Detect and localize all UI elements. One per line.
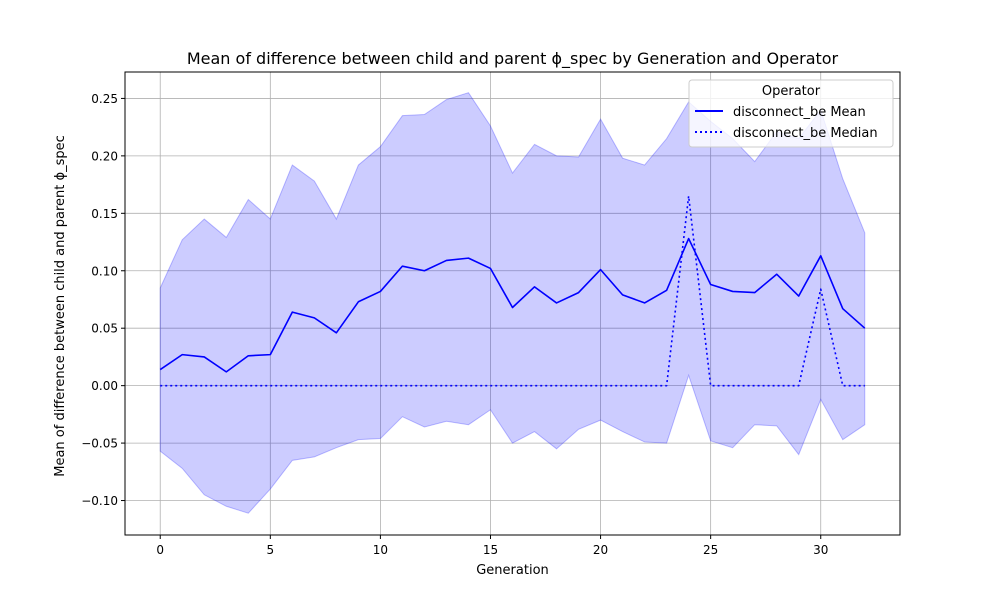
y-tick-label: −0.10 <box>81 494 118 508</box>
plot-background <box>125 72 900 535</box>
legend-box <box>688 79 894 148</box>
x-tick-label: 30 <box>813 543 828 557</box>
x-tick-label: 20 <box>593 543 608 557</box>
mean-series-line <box>159 237 866 373</box>
y-tick-label: 0.10 <box>91 264 118 278</box>
x-tick-label: 15 <box>483 543 498 557</box>
series-layer <box>159 195 866 387</box>
plot-area <box>125 72 900 535</box>
legend-label-median: disconnect_be Median <box>733 126 878 141</box>
x-tick-label: 0 <box>156 543 164 557</box>
grid <box>125 72 900 535</box>
axes <box>124 71 901 536</box>
y-tick-label: 0.00 <box>91 379 118 393</box>
ticks: 0 5 10 15 20 25 30 −0.10 −0.05 0.00 0.05 0.10 0.15 0.… <box>81 92 828 557</box>
x-tick-label: 25 <box>703 543 718 557</box>
y-tick-label: −0.05 <box>81 437 118 451</box>
y-tick-label: 0.05 <box>91 322 118 336</box>
x-axis-label: Generation <box>476 563 549 578</box>
axes-frame <box>124 71 901 536</box>
legend-title: Operator <box>762 84 821 99</box>
y-tick-label: 0.20 <box>91 149 118 163</box>
x-tick-label: 10 <box>373 543 388 557</box>
y-tick-label: 0.25 <box>91 92 118 106</box>
y-tick-label: 0.15 <box>91 207 118 221</box>
chart-title: Mean of difference between child and par… <box>187 49 839 69</box>
y-axis-label: Mean of difference between child and par… <box>53 135 68 477</box>
x-tick-label: 5 <box>266 543 274 557</box>
legend-label-mean: disconnect_be Mean <box>733 105 866 120</box>
legend: Operator disconnect_be Mean disconnect_b… <box>688 79 894 148</box>
